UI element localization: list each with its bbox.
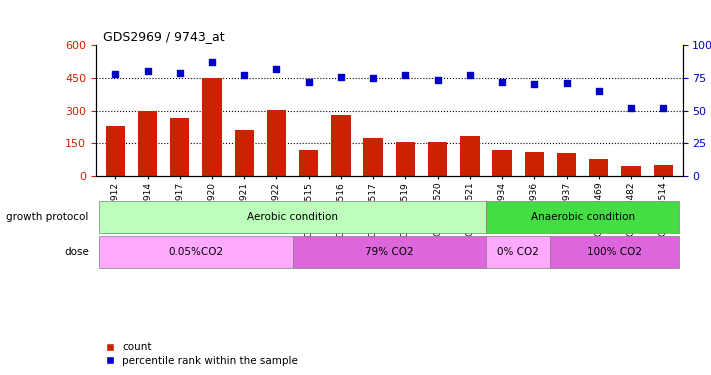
Bar (589, 159, 609, 176)
Point (336, 74, 347, 80)
Text: dose: dose (64, 247, 89, 257)
Point (174, 70, 186, 76)
Text: 79% CO2: 79% CO2 (365, 247, 414, 257)
Point (206, 59, 218, 65)
Bar (621, 166, 641, 176)
Bar (525, 152, 544, 176)
Point (400, 72, 411, 78)
Point (239, 72, 250, 78)
Bar (331, 115, 351, 176)
Legend: count, percentile rank within the sample: count, percentile rank within the sample (101, 338, 302, 370)
Bar (170, 118, 189, 176)
Text: 0% CO2: 0% CO2 (497, 247, 539, 257)
Bar (493, 150, 512, 176)
Point (625, 105, 636, 111)
Text: Aerobic condition: Aerobic condition (247, 211, 338, 222)
Text: 100% CO2: 100% CO2 (587, 247, 642, 257)
Bar (363, 138, 383, 176)
Bar (428, 142, 447, 176)
Point (432, 78, 443, 84)
Bar (267, 110, 286, 176)
Point (109, 71, 121, 77)
Point (658, 105, 669, 111)
Bar (557, 153, 576, 176)
Text: growth protocol: growth protocol (6, 211, 89, 222)
Bar (100, 201, 486, 232)
Bar (203, 78, 222, 176)
Point (303, 79, 314, 85)
Text: Anaerobic condition: Anaerobic condition (530, 211, 635, 222)
Bar (293, 236, 486, 268)
Point (142, 68, 154, 74)
Text: 0.05%CO2: 0.05%CO2 (169, 247, 223, 257)
Bar (138, 111, 157, 176)
Bar (396, 142, 415, 176)
Point (528, 81, 540, 87)
Bar (235, 130, 254, 176)
Text: GDS2969 / 9743_at: GDS2969 / 9743_at (103, 30, 225, 43)
Point (496, 79, 508, 85)
Bar (106, 126, 125, 176)
Bar (486, 236, 550, 268)
Point (593, 88, 604, 94)
Bar (100, 236, 293, 268)
Bar (460, 136, 479, 176)
Bar (653, 165, 673, 176)
Bar (299, 150, 319, 176)
Bar (550, 236, 679, 268)
Bar (486, 201, 679, 232)
Point (464, 72, 476, 78)
Point (271, 66, 282, 72)
Point (561, 80, 572, 86)
Point (368, 75, 379, 81)
